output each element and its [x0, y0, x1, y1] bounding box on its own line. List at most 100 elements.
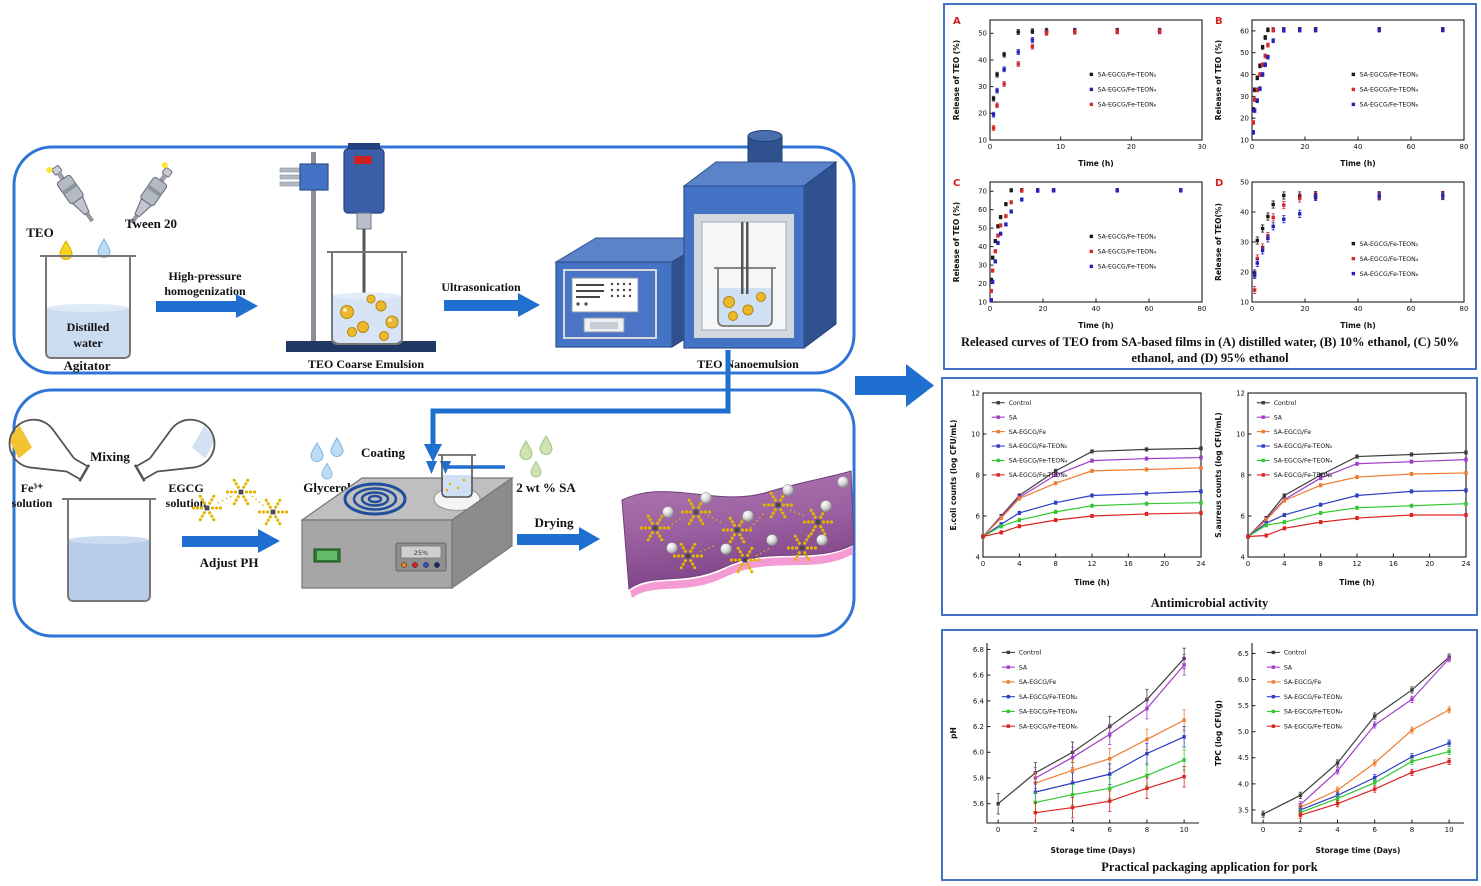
drying-label: Drying: [535, 515, 575, 530]
svg-text:Control: Control: [1009, 400, 1032, 407]
packaging-panel: 0 2 4 6 8 10 5.6 5.8 6.0 6.2 6.4 6.6 6.8 Storage time…: [941, 629, 1478, 881]
svg-text:30: 30: [1240, 238, 1249, 246]
svg-text:20: 20: [1425, 560, 1434, 568]
svg-text:SA-EGCG/Fe-TEON₂: SA-EGCG/Fe-TEON₂: [1009, 443, 1068, 450]
svg-text:Time (h): Time (h): [1074, 578, 1109, 587]
svg-text:24: 24: [1197, 560, 1206, 568]
svg-text:TPC (log CFU/g): TPC (log CFU/g): [1214, 700, 1223, 766]
tween-label: Tween 20: [125, 216, 177, 231]
fe-label-1: Fe³⁺: [21, 481, 44, 495]
svg-text:SA-EGCG/Fe-TEON₆: SA-EGCG/Fe-TEON₆: [1098, 264, 1157, 271]
svg-text:Time (h): Time (h): [1339, 578, 1374, 587]
adjust-ph-label: Adjust PH: [200, 555, 259, 570]
svg-text:3.5: 3.5: [1238, 806, 1249, 814]
svg-text:12: 12: [1353, 560, 1362, 568]
homogenization-arrow: [156, 294, 258, 318]
egcg-label-2: solution: [166, 496, 207, 510]
svg-text:Time (h): Time (h): [1340, 321, 1375, 330]
svg-text:SA: SA: [1019, 664, 1028, 671]
svg-text:16: 16: [1389, 560, 1398, 568]
svg-text:6.0: 6.0: [1238, 676, 1249, 684]
svg-text:SA-EGCG/Fe-TEON₆: SA-EGCG/Fe-TEON₆: [1284, 723, 1343, 730]
svg-text:SA-EGCG/Fe-TEON₂: SA-EGCG/Fe-TEON₂: [1360, 72, 1419, 79]
bottom-process-box: [12, 388, 856, 638]
svg-text:C: C: [953, 178, 960, 189]
hp-label-1: High-pressure: [169, 269, 243, 283]
svg-text:SA-EGCG/Fe-TEON₆: SA-EGCG/Fe-TEON₆: [1009, 472, 1068, 479]
svg-text:Control: Control: [1274, 400, 1297, 407]
svg-text:5.0: 5.0: [1238, 728, 1249, 736]
sa-label: 2 wt % SA: [516, 480, 576, 495]
svg-text:Release of TEO (%): Release of TEO (%): [952, 202, 961, 282]
distilled-label-2: water: [73, 336, 103, 350]
svg-text:0: 0: [988, 305, 992, 313]
svg-text:10: 10: [1236, 430, 1245, 438]
coating-label: Coating: [361, 445, 406, 460]
process-diagram: TEO Tween 20 Distilled water Agitator Hi…: [8, 130, 934, 638]
svg-text:30: 30: [978, 83, 987, 91]
antimicrobial-panel: 0 4 8 12 16 20 24 4 6 8 10 12 Time (h) E.coli counts …: [941, 377, 1478, 616]
svg-text:40: 40: [1354, 305, 1363, 313]
svg-text:8: 8: [1145, 826, 1149, 834]
distilled-label-1: Distilled: [67, 320, 110, 334]
svg-text:D: D: [1215, 178, 1223, 189]
svg-text:40: 40: [1240, 208, 1249, 216]
svg-text:20: 20: [978, 280, 987, 288]
svg-text:40: 40: [1240, 71, 1249, 79]
svg-text:40: 40: [978, 56, 987, 64]
svg-text:SA-EGCG/Fe: SA-EGCG/Fe: [1009, 429, 1046, 436]
svg-text:SA-EGCG/Fe: SA-EGCG/Fe: [1274, 429, 1311, 436]
svg-text:S.aureus counts (log CFU/mL): S.aureus counts (log CFU/mL): [1214, 412, 1223, 537]
svg-text:10: 10: [978, 298, 987, 306]
results-arrow: [855, 364, 934, 407]
svg-text:5.6: 5.6: [973, 800, 985, 808]
egcg-label-1: EGCG: [168, 481, 203, 495]
ultrasonication-label: Ultrasonication: [441, 280, 521, 294]
svg-text:12: 12: [971, 389, 980, 397]
ultrasonic-cabinet: [682, 130, 838, 349]
svg-text:50: 50: [1240, 178, 1249, 186]
svg-text:0: 0: [1246, 560, 1250, 568]
svg-text:SA-EGCG/Fe-TEON₄: SA-EGCG/Fe-TEON₄: [1284, 709, 1343, 716]
hp-label-2: homogenization: [164, 284, 246, 298]
teo-label: TEO: [26, 225, 53, 240]
svg-text:6.5: 6.5: [1238, 650, 1249, 658]
svg-text:Time (h): Time (h): [1078, 321, 1113, 330]
svg-text:20: 20: [1127, 143, 1136, 151]
svg-text:20: 20: [1301, 305, 1310, 313]
svg-text:SA-EGCG/Fe-TEON₄: SA-EGCG/Fe-TEON₄: [1360, 256, 1419, 263]
svg-text:SA-EGCG/Fe-TEON₆: SA-EGCG/Fe-TEON₆: [1360, 102, 1419, 109]
agitator-label: Agitator: [64, 358, 111, 373]
top-process-box: [12, 145, 856, 375]
svg-text:20: 20: [1240, 115, 1249, 123]
svg-text:6.2: 6.2: [973, 723, 984, 731]
tween-droplet: [97, 238, 111, 258]
svg-text:50: 50: [1240, 49, 1249, 57]
svg-text:50: 50: [978, 225, 987, 233]
svg-text:60: 60: [978, 206, 987, 214]
svg-text:SA-EGCG/Fe-TEON₆: SA-EGCG/Fe-TEON₆: [1098, 102, 1157, 109]
svg-text:SA-EGCG/Fe: SA-EGCG/Fe: [1284, 679, 1321, 686]
glycerol-droplet: [330, 437, 344, 457]
svg-text:4: 4: [976, 553, 981, 561]
svg-text:60: 60: [1145, 305, 1154, 313]
svg-text:20: 20: [978, 110, 987, 118]
adjust-ph-arrow: [182, 529, 280, 553]
sa-droplet: [530, 460, 542, 478]
coarse-emulsion-label: TEO Coarse Emulsion: [308, 357, 424, 371]
svg-text:Release of TEO (%): Release of TEO (%): [1214, 40, 1223, 120]
svg-text:6.0: 6.0: [973, 749, 984, 757]
svg-text:0: 0: [996, 826, 1000, 834]
svg-text:4: 4: [1070, 826, 1075, 834]
svg-text:SA-EGCG/Fe-TEON₂: SA-EGCG/Fe-TEON₂: [1098, 72, 1157, 79]
pipette-teo: [44, 159, 100, 227]
mixing-beaker: [62, 498, 156, 602]
ultrasonication-arrow: [444, 293, 540, 317]
svg-text:4: 4: [1241, 553, 1246, 561]
svg-text:SA-EGCG/Fe-TEON₂: SA-EGCG/Fe-TEON₂: [1019, 694, 1078, 701]
svg-text:40: 40: [1354, 143, 1363, 151]
sa-droplet: [519, 440, 533, 460]
svg-text:6: 6: [976, 512, 981, 520]
svg-text:Control: Control: [1019, 650, 1042, 657]
svg-text:40: 40: [1092, 305, 1101, 313]
